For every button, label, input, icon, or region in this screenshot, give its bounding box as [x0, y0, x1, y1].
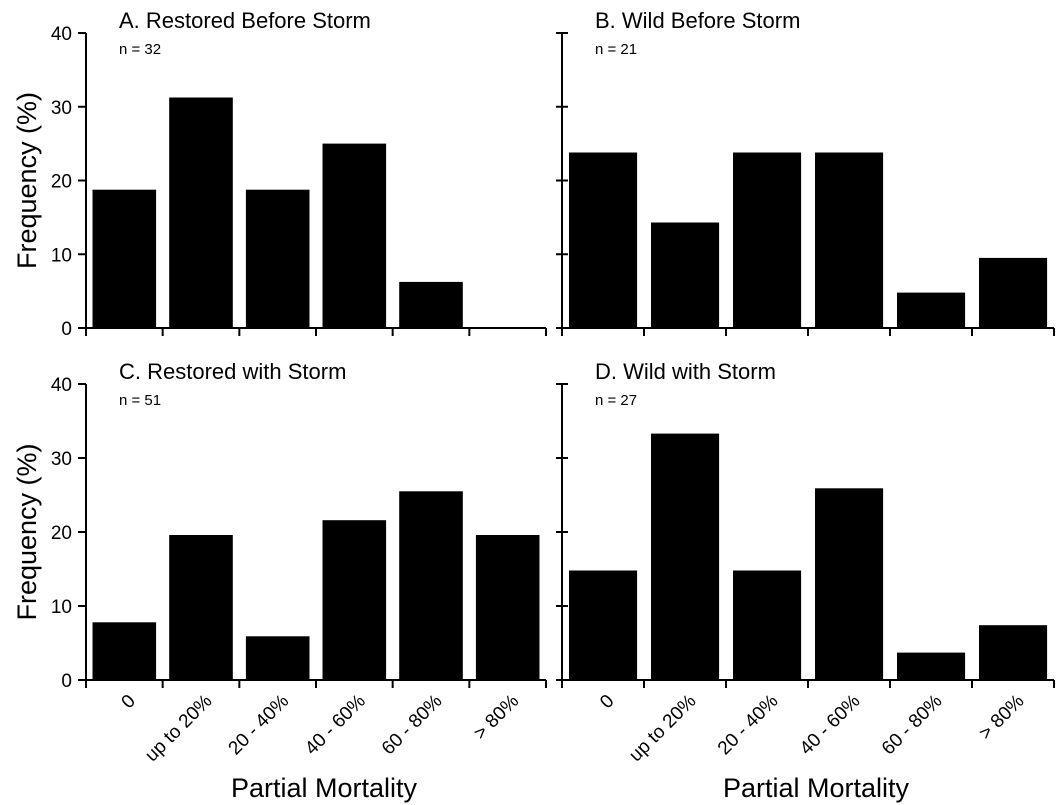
y-tick-label-1: 10	[51, 245, 72, 266]
bar-3	[815, 152, 884, 328]
x-category-label-0: 0	[596, 691, 618, 713]
sample-size-label: n = 51	[119, 392, 161, 409]
x-category-label-3: 40 - 60%	[301, 691, 370, 760]
y-axis-title: Frequency (%)	[12, 92, 42, 269]
y-tick-label-4: 40	[51, 375, 72, 396]
panel-title: A. Restored Before Storm	[119, 8, 371, 33]
bar-4	[897, 652, 966, 680]
y-tick-label-4: 40	[51, 24, 72, 45]
x-category-label-4: 60 - 80%	[878, 691, 947, 760]
bar-2	[245, 189, 310, 328]
x-category-label-2: 20 - 40%	[225, 691, 294, 760]
bar-1	[169, 535, 233, 680]
y-tick-label-0: 0	[61, 319, 72, 340]
bar-4	[897, 292, 966, 328]
bar-0	[92, 189, 157, 328]
sample-size-label: n = 27	[595, 392, 637, 409]
x-axis-title: Partial Mortality	[723, 773, 910, 803]
bar-5	[979, 257, 1048, 328]
bar-3	[815, 488, 884, 680]
panel-a: 0 10 20 30 40 A. Restored Before Storm n = 32 F…	[12, 8, 547, 340]
y-tick-label-2: 20	[51, 523, 72, 544]
y-axis-title: Frequency (%)	[12, 443, 42, 620]
sample-size-label: n = 32	[119, 41, 161, 58]
bar-0	[92, 622, 157, 680]
x-category-label-5: > 80%	[470, 691, 523, 744]
x-axis-title: Partial Mortality	[231, 773, 418, 803]
y-tick-label-1: 10	[51, 597, 72, 618]
y-tick-label-2: 20	[51, 172, 72, 193]
panel-title: B. Wild Before Storm	[595, 8, 800, 33]
bar-2	[733, 570, 802, 680]
x-category-label-3: 40 - 60%	[796, 691, 865, 760]
bar-0	[569, 152, 638, 328]
x-category-label-2: 20 - 40%	[714, 691, 783, 760]
y-tick-label-3: 30	[51, 449, 72, 470]
bar-1	[651, 222, 720, 328]
bar-2	[733, 152, 802, 328]
panel-title: D. Wild with Storm	[595, 359, 776, 384]
bar-1	[651, 433, 720, 680]
x-category-label-1: up to 20%	[625, 691, 700, 766]
bar-5	[475, 535, 540, 680]
bar-5	[979, 625, 1048, 680]
y-tick-label-3: 30	[51, 98, 72, 119]
bar-0	[569, 570, 638, 680]
bar-2	[245, 636, 310, 680]
x-category-label-5: > 80%	[975, 691, 1028, 744]
panel-d: 0 up to 20% 20 - 40% 40 - 60% 60 - 80% > 80% D…	[556, 359, 1055, 803]
panel-b: B. Wild Before Storm n = 21	[556, 8, 1055, 336]
panel-title: C. Restored with Storm	[119, 359, 346, 384]
bar-1	[169, 97, 233, 328]
bar-3	[322, 520, 387, 680]
x-category-label-1: up to 20%	[141, 691, 216, 766]
bar-4	[399, 491, 463, 680]
x-category-label-0: 0	[118, 691, 140, 713]
y-tick-label-0: 0	[61, 671, 72, 692]
bar-4	[399, 281, 463, 328]
sample-size-label: n = 21	[595, 41, 637, 58]
bar-3	[322, 143, 387, 328]
x-category-label-4: 60 - 80%	[378, 691, 447, 760]
